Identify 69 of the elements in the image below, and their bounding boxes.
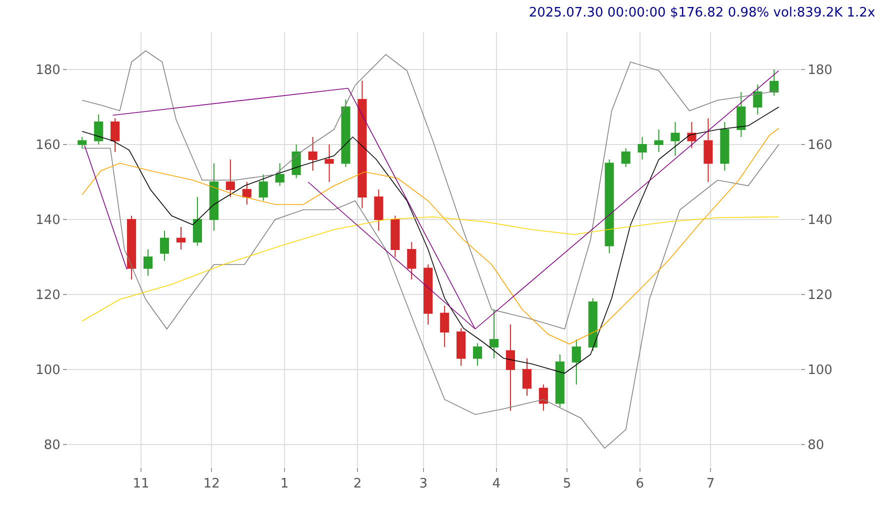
y2-tick-label: 100	[808, 363, 832, 378]
candlestick	[127, 215, 136, 280]
y-tick-label: 140	[36, 213, 60, 228]
candlestick	[704, 118, 713, 182]
y-tick-label: 160	[36, 138, 60, 154]
chart-title: 2025.07.30 00:00:00 $176.82 0.98% vol:839.2K 1.2x	[528, 6, 876, 21]
line-series	[82, 106, 780, 374]
y2-tick-label: 180	[808, 63, 832, 78]
candlestick	[522, 358, 532, 396]
x-tick-label: 5	[562, 476, 572, 492]
candlestick	[736, 92, 746, 138]
candlestick	[538, 384, 548, 412]
candlestick	[209, 162, 218, 232]
candlestick	[753, 84, 762, 115]
x-tick-label: 6	[636, 476, 644, 492]
candlestick	[78, 136, 87, 149]
candlestick	[638, 136, 647, 160]
candlestick	[176, 226, 186, 250]
y-tick-label: 100	[36, 363, 60, 378]
candlestick	[670, 122, 680, 156]
x-tick-label: 3	[419, 476, 428, 492]
candlestick	[654, 129, 664, 152]
candlestick	[308, 136, 318, 172]
candlestick	[720, 122, 730, 172]
candlestick	[94, 114, 104, 145]
candlestick	[143, 249, 153, 276]
line-series	[82, 144, 780, 449]
candlestick	[226, 159, 235, 198]
candlestick	[390, 215, 400, 258]
candlestick	[621, 148, 630, 168]
x-tick-label: 7	[706, 476, 715, 492]
line-series	[82, 128, 780, 344]
candlestick	[292, 144, 301, 179]
candlestick	[341, 99, 350, 168]
y-tick-label: 120	[36, 288, 60, 304]
candlestick	[275, 162, 284, 186]
candlestick	[555, 354, 564, 408]
y2-tick-label: 120	[808, 288, 832, 304]
candlestick	[770, 69, 779, 96]
y2-tick-label: 140	[808, 213, 832, 228]
candlestick	[407, 242, 416, 280]
candlestick	[424, 264, 433, 325]
candlestick	[489, 309, 499, 359]
candlestick	[358, 80, 367, 209]
candlestick	[258, 174, 268, 202]
candlestick	[110, 118, 120, 152]
candlestick	[440, 305, 450, 348]
candlestick	[687, 122, 696, 149]
y-tick-label: 80	[44, 438, 60, 454]
candlestick	[604, 159, 614, 254]
candlestick	[192, 196, 202, 246]
y2-tick-label: 160	[808, 138, 832, 154]
candlestick	[506, 324, 516, 412]
candlestick	[242, 182, 252, 205]
x-tick-label: 1	[280, 476, 289, 492]
candlestick	[374, 189, 384, 232]
candlestick	[324, 144, 334, 182]
candlestick	[588, 298, 598, 352]
candlestick	[456, 328, 466, 366]
candlestick	[572, 339, 581, 385]
y-tick-label: 180	[36, 63, 60, 78]
line-series	[82, 216, 780, 322]
x-tick-label: 2	[353, 476, 362, 492]
x-tick-label: 4	[492, 476, 501, 492]
y2-tick-label: 80	[808, 438, 824, 454]
candlestick	[473, 342, 482, 366]
candlestick	[160, 230, 170, 262]
x-tick-label: 11	[132, 476, 150, 492]
x-tick-label: 12	[203, 476, 220, 492]
